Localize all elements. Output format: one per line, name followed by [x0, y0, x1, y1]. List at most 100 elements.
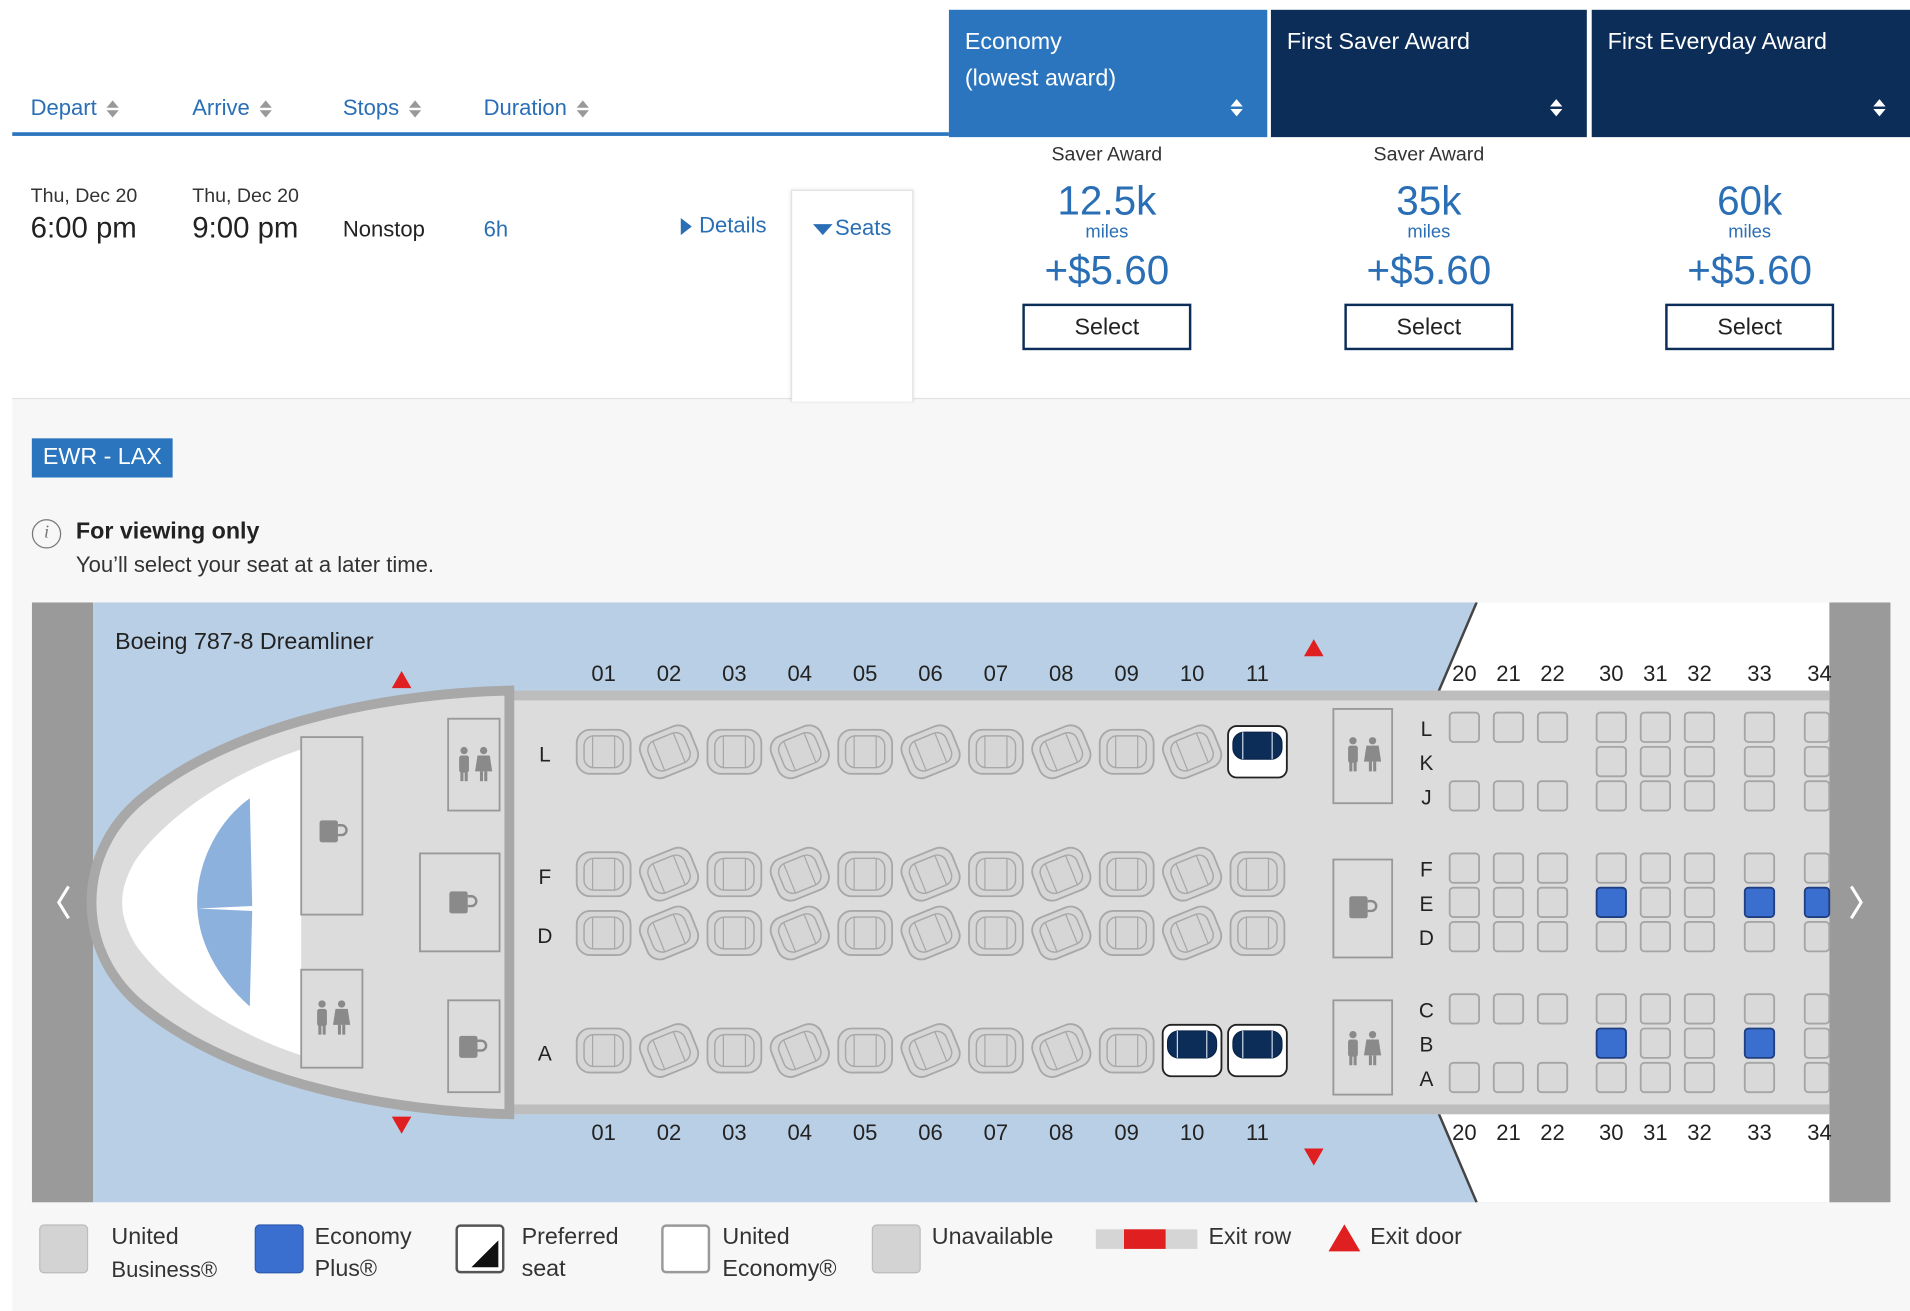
- row-number: 05: [853, 1120, 878, 1145]
- economy-seat-33F: [1743, 852, 1776, 884]
- business-seat-06F: [900, 846, 961, 902]
- sort-arrive[interactable]: Arrive: [192, 96, 272, 122]
- business-seat-07D: [968, 910, 1024, 956]
- business-seat-11D: [1229, 910, 1286, 956]
- fare-tax: +$5.60: [1687, 247, 1813, 293]
- fare-header-first-saver[interactable]: First Saver Award: [1270, 9, 1587, 138]
- fare-cell-first-everyday: 60k miles +$5.60 Select: [1590, 144, 1908, 351]
- row-number: 08: [1049, 1120, 1074, 1145]
- chevron-right-icon[interactable]: [1849, 885, 1863, 920]
- economy-seat-34K: [1803, 745, 1831, 778]
- business-seat-02F: [638, 846, 700, 902]
- business-seat-02A: [638, 1023, 700, 1078]
- row-number: 11: [1246, 1120, 1269, 1145]
- fuselage-edge: [1436, 602, 1478, 695]
- scroll-left-bar[interactable]: [31, 602, 94, 1203]
- row-number: 03: [722, 1120, 747, 1145]
- seat-letter: F: [1420, 859, 1433, 882]
- business-seat-05D: [837, 910, 894, 956]
- sort-duration[interactable]: Duration: [484, 96, 589, 122]
- sort-depart-label: Depart: [30, 95, 97, 120]
- exit-door-icon: [391, 670, 412, 689]
- caret-right-icon: [680, 218, 692, 236]
- business-seat-07A: [968, 1027, 1024, 1074]
- row-number: 02: [657, 661, 682, 686]
- economy-seat-31F: [1639, 852, 1671, 884]
- galley-block: [1332, 858, 1394, 959]
- economy-seat-31E: [1639, 886, 1671, 918]
- economy-seat-32J: [1683, 780, 1716, 812]
- row-number: 30: [1599, 1120, 1624, 1145]
- economy-seat-21C: [1492, 993, 1525, 1025]
- business-seat-06L: [900, 724, 961, 780]
- economy-seat-21L: [1492, 711, 1525, 743]
- sort-duration-label: Duration: [483, 95, 567, 120]
- economy-seat-34E: [1803, 886, 1831, 918]
- economy-seat-22E: [1536, 886, 1569, 918]
- economy-seat-32L: [1683, 711, 1716, 743]
- galley-block: [419, 852, 501, 953]
- legend-exit-row-label: Exit row: [1208, 1224, 1292, 1251]
- economy-seat-32B: [1683, 1027, 1716, 1059]
- duration-value: 6h: [483, 216, 509, 242]
- economy-seat-20L: [1448, 711, 1480, 743]
- economy-seat-22A: [1536, 1061, 1569, 1094]
- row-number: 06: [918, 661, 943, 686]
- legend-unavailable-label: Unavailable: [931, 1224, 1054, 1251]
- fare-miles: 60k: [1717, 177, 1783, 223]
- fare-header-first-everyday[interactable]: First Everyday Award: [1591, 9, 1910, 138]
- business-seat-06D: [900, 905, 961, 961]
- sort-icon: [576, 99, 589, 119]
- lavatory-icon: [1348, 737, 1382, 772]
- stops-value: Nonstop: [342, 216, 425, 242]
- economy-seat-21A: [1492, 1061, 1525, 1094]
- row-number: 32: [1687, 1120, 1711, 1145]
- economy-seat-22L: [1536, 711, 1569, 743]
- arrive-date: Thu, Dec 20: [192, 186, 299, 207]
- economy-seat-30B: [1595, 1027, 1627, 1059]
- economy-seat-30L: [1595, 711, 1627, 743]
- economy-seat-33L: [1743, 711, 1776, 743]
- seats-tab[interactable]: Seats: [790, 189, 914, 402]
- business-seat-02L: [638, 724, 700, 780]
- galley-block: [300, 736, 364, 916]
- legend-preferred-label: Preferred seat: [521, 1224, 619, 1282]
- economy-seat-30J: [1595, 780, 1627, 812]
- economy-seat-32F: [1683, 852, 1716, 884]
- business-seat-08L: [1031, 724, 1092, 780]
- row-number: 01: [591, 661, 616, 686]
- fare-header-economy[interactable]: Economy (lowest award): [948, 9, 1268, 138]
- row-number: 31: [1643, 1120, 1668, 1145]
- row-number: 21: [1496, 661, 1521, 686]
- details-link[interactable]: Details: [680, 213, 767, 239]
- arrive-time: 9:00 pm: [192, 211, 299, 245]
- legend-unavailable-swatch: [871, 1224, 921, 1274]
- sort-depart[interactable]: Depart: [31, 96, 119, 122]
- sort-arrive-label: Arrive: [192, 95, 250, 120]
- sort-icon: [408, 99, 422, 119]
- economy-seat-30F: [1595, 852, 1627, 884]
- economy-seat-34D: [1803, 921, 1831, 953]
- select-first-saver-button[interactable]: Select: [1344, 303, 1514, 351]
- select-economy-button[interactable]: Select: [1022, 303, 1192, 351]
- business-seat-10L: [1161, 724, 1223, 780]
- business-seat-01F: [575, 851, 632, 898]
- economy-seat-34C: [1803, 993, 1831, 1025]
- economy-seat-20C: [1448, 993, 1480, 1025]
- fare-type: [1590, 144, 1908, 168]
- select-first-everyday-button[interactable]: Select: [1665, 303, 1835, 351]
- preferred-corner-icon: [471, 1240, 499, 1268]
- economy-seat-21E: [1492, 886, 1525, 918]
- sort-stops[interactable]: Stops: [343, 96, 422, 122]
- business-seat-03F: [706, 851, 763, 898]
- details-label: Details: [699, 213, 767, 238]
- economy-seat-30K: [1595, 745, 1627, 778]
- row-number: 09: [1114, 1120, 1139, 1145]
- chevron-left-icon[interactable]: [56, 885, 70, 920]
- business-seat-05L: [837, 728, 894, 775]
- lavatory-block: [1332, 708, 1394, 805]
- economy-seat-22J: [1536, 780, 1569, 812]
- coffee-cup-icon: [1349, 896, 1378, 919]
- seat-letter: D: [537, 925, 552, 948]
- business-seat-06A: [900, 1023, 961, 1078]
